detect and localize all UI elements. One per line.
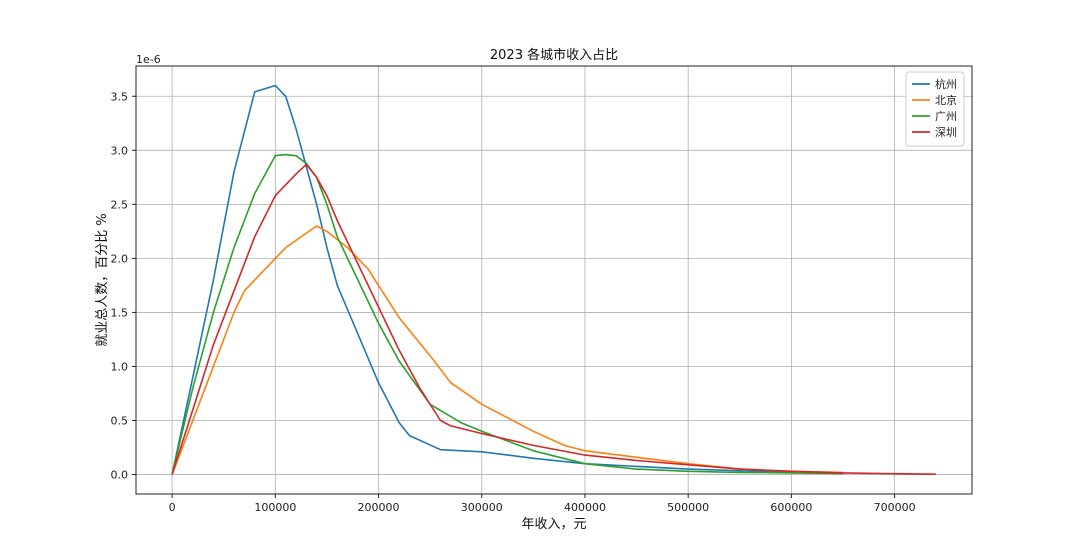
ticks: 0 100000 200000 300000 400000 500000 600000 700… [111,90,916,514]
x-axis-label: 年收入，元 [521,517,586,532]
legend-entry: 广州 [935,110,957,123]
y-tick-label: 3.5 [111,90,129,103]
x-tick-label: 600000 [770,501,812,514]
x-tick-label: 400000 [564,501,606,514]
x-tick-label: 300000 [461,501,503,514]
series-line-1 [171,84,844,475]
y-tick-label: 0.5 [111,415,129,428]
y-tick-label: 2.5 [111,198,129,211]
y-scale-label: 1e-6 [136,53,161,66]
x-tick-label: 100000 [254,501,296,514]
y-axis-label: 就业总人数，百分比 % [95,213,110,347]
legend-entry: 深圳 [935,126,957,139]
grid [136,66,972,494]
x-tick-label: 0 [169,501,176,514]
y-tick-label: 3.0 [111,144,129,157]
y-tick-label: 1.0 [111,360,129,373]
plot-frame [135,65,973,495]
series-line-2 [171,225,844,475]
y-tick-label: 0.0 [111,469,129,482]
x-tick-label: 500000 [667,501,709,514]
y-tick-label: 2.0 [111,252,129,265]
series-line-3 [171,153,844,475]
legend-entry: 北京 [935,93,957,107]
legend-box [905,71,965,147]
series-line-4 [171,163,936,475]
y-tick-label: 1.5 [111,306,129,319]
x-tick-label: 700000 [874,501,916,514]
chart-title: 2023 各城市收入占比 [490,47,618,63]
legend-entry: 杭州 [935,77,957,91]
x-tick-label: 200000 [358,501,400,514]
series-lines [171,84,936,475]
